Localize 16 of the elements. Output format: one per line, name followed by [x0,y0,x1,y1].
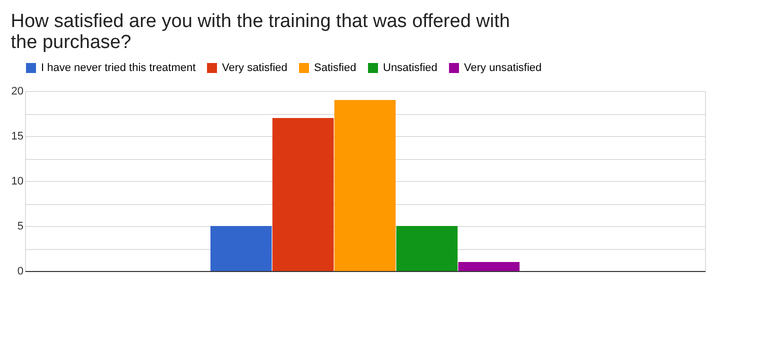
legend-label: Very unsatisfied [464,62,542,74]
legend-label: Very satisfied [222,62,288,74]
legend-label: Unsatisfied [383,62,438,74]
y-tick-label: 10 [11,176,24,188]
legend-label: Satisfied [314,62,356,74]
bar [334,100,396,271]
bar [396,226,458,271]
legend-label: I have never tried this treatment [41,62,196,74]
y-tick-label: 0 [17,266,24,278]
y-tick-label: 15 [11,130,24,142]
y-tick-label: 5 [17,220,24,232]
bar [458,262,520,271]
chart-title: How satisfied are you with the training that was offered with the purchase? [10,11,510,53]
bar [210,226,272,271]
bar [272,118,334,271]
y-tick-label: 20 [11,86,24,98]
